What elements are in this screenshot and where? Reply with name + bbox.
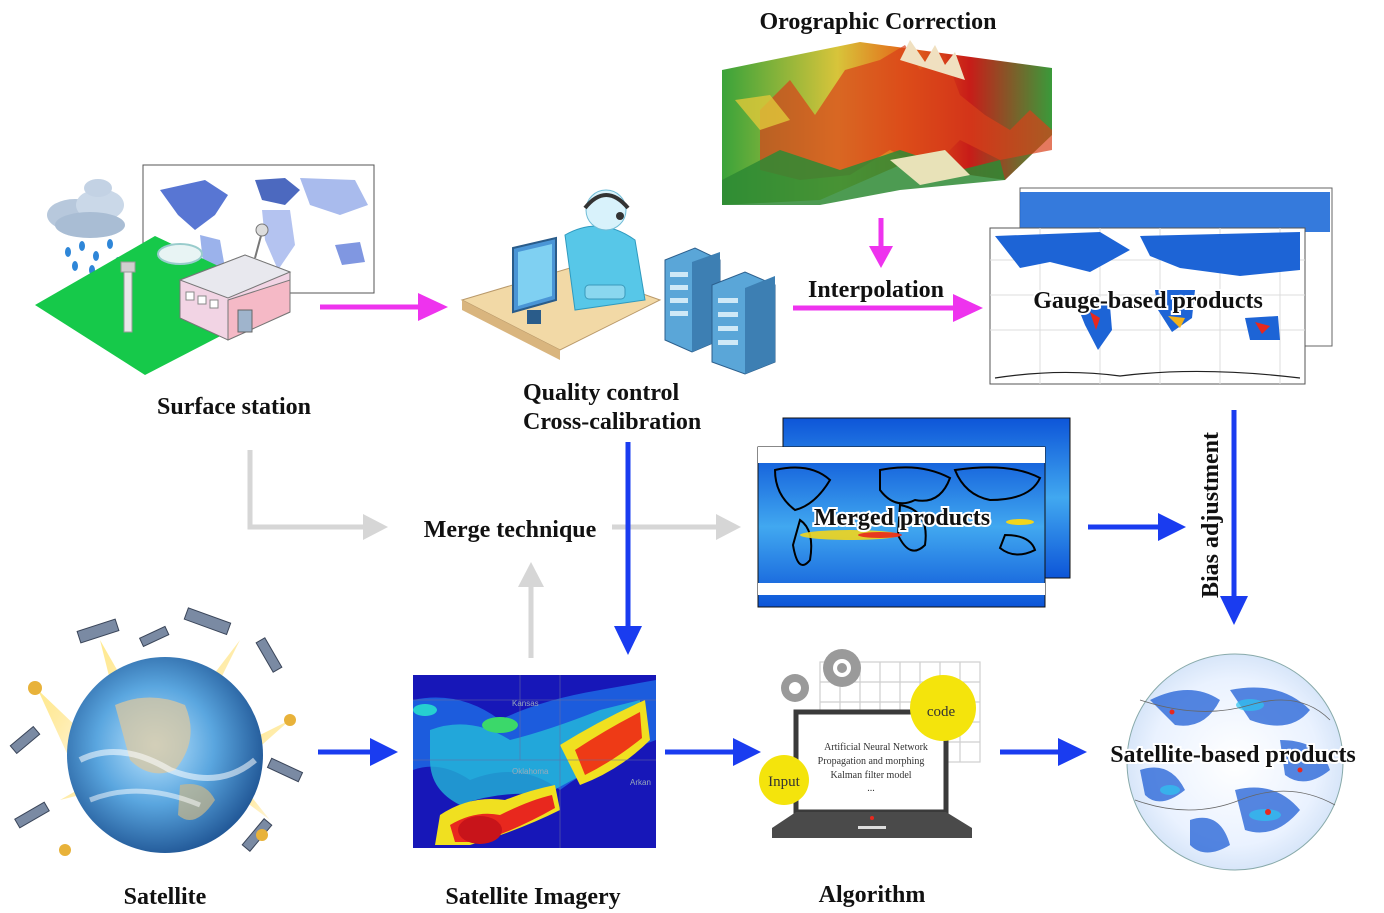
satellite-imagery-map: Kansas Oklahoma Arkan <box>413 675 656 848</box>
imagery-map-label-1: Kansas <box>512 699 539 708</box>
arrow-imagery-to-merge <box>518 562 544 658</box>
quality-control-illustration <box>460 189 776 375</box>
surface-station-illustration <box>35 164 375 375</box>
orographic-correction-label: Orographic Correction <box>759 9 996 35</box>
algorithm-line-3: Kalman filter model <box>830 770 911 781</box>
algorithm-line-2: Propagation and morphing <box>818 756 925 767</box>
bias-adjustment-label: Bias adjustment <box>1198 432 1224 598</box>
arrow-merge-to-merged <box>612 514 741 540</box>
code-badge-label: code <box>927 704 956 720</box>
arrow-gauge-to-satellite-products <box>1220 410 1248 625</box>
satellite-imagery-label: Satellite Imagery <box>445 884 620 910</box>
algorithm-label: Algorithm <box>819 882 926 908</box>
arrow-algorithm-to-products <box>1000 738 1087 766</box>
interpolation-label: Interpolation <box>808 277 944 303</box>
satellite-earth-illustration <box>9 607 304 856</box>
gear-icon <box>781 674 809 702</box>
cross-calibration-label: Cross-calibration <box>523 409 701 435</box>
algorithm-line-1: Artificial Neural Network <box>824 742 928 753</box>
arrow-qc-to-gauge <box>793 294 983 322</box>
quality-control-label: Quality control <box>523 380 680 406</box>
input-badge <box>759 755 809 805</box>
merged-products-label: Merged products <box>814 505 990 531</box>
algorithm-laptop-illustration: Artificial Neural Network Propagation an… <box>759 649 981 838</box>
gear-icon <box>823 649 861 687</box>
merged-products-maps <box>757 417 1071 608</box>
arrow-station-to-merge <box>247 450 388 540</box>
arrow-imagery-to-algorithm <box>665 738 761 766</box>
algorithm-line-4: ... <box>867 783 875 794</box>
arrow-qc-to-imagery <box>614 442 642 655</box>
arrow-orographic-down <box>869 218 893 268</box>
arrow-merged-to-bias <box>1088 513 1186 541</box>
arrow-satellite-to-imagery <box>318 738 398 766</box>
terrain-3d-image <box>722 40 1052 205</box>
input-badge-label: Input <box>768 774 800 790</box>
surface-station-label: Surface station <box>157 394 311 420</box>
imagery-map-label-3: Arkan <box>630 778 651 787</box>
merge-technique-label: Merge technique <box>424 517 597 543</box>
satellite-products-label: Satellite-based products <box>1110 742 1356 768</box>
satellite-products-globe <box>1126 653 1344 871</box>
gauge-products-label: Gauge-based products <box>1033 288 1263 314</box>
arrow-station-to-qc <box>320 293 448 321</box>
imagery-map-label-2: Oklahoma <box>512 767 549 776</box>
gauge-products-maps <box>989 187 1333 385</box>
code-badge <box>910 675 976 741</box>
satellite-label: Satellite <box>124 884 207 910</box>
